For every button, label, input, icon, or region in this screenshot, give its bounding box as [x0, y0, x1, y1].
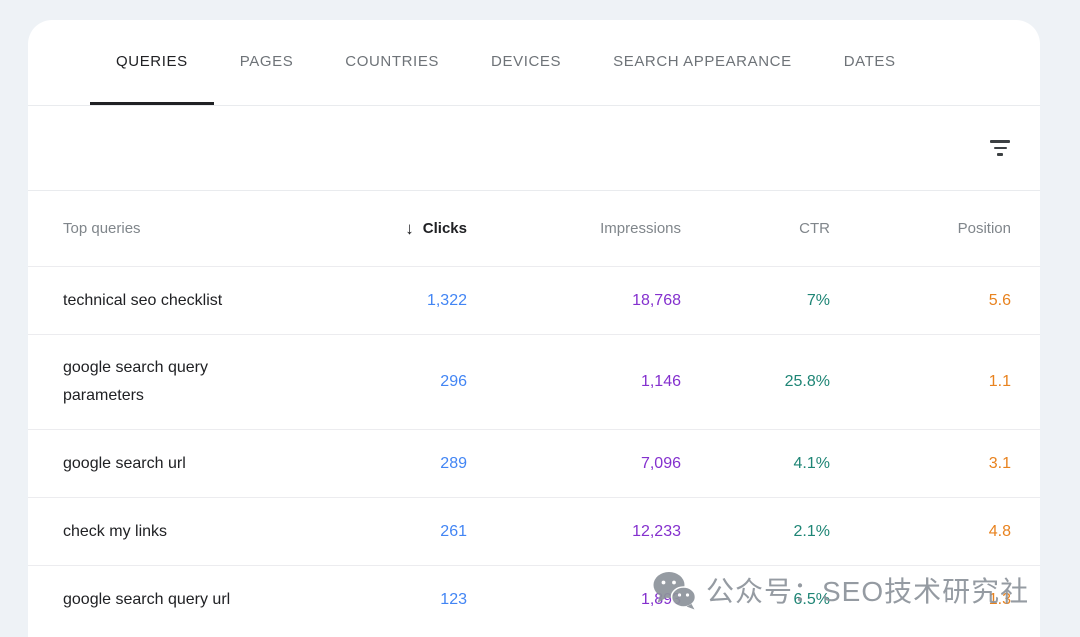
column-header-clicks[interactable]: ↓ Clicks — [317, 219, 467, 239]
column-header-impressions[interactable]: Impressions — [600, 220, 681, 237]
clicks-cell: 1,322 — [426, 291, 467, 309]
filter-icon[interactable] — [980, 128, 1020, 168]
clicks-cell: 261 — [440, 522, 467, 540]
position-cell: 3.1 — [988, 454, 1011, 472]
impressions-cell: 1,893 — [640, 590, 681, 608]
tab-dates[interactable]: DATES — [843, 52, 896, 70]
table-row[interactable]: technical seo checklist 1,322 18,768 7% … — [28, 266, 1040, 334]
tab-devices[interactable]: DEVICES — [491, 52, 562, 70]
ctr-cell: 2.1% — [793, 522, 830, 540]
table-row[interactable]: google search url 289 7,096 4.1% 3.1 — [28, 429, 1040, 497]
query-cell[interactable]: google search url — [63, 454, 186, 472]
query-cell[interactable]: google search query url — [63, 590, 231, 608]
impressions-cell: 1,146 — [640, 373, 681, 390]
dimension-tabs: QUERIES PAGES COUNTRIES DEVICES SEARCH A… — [28, 20, 1040, 106]
query-cell[interactable]: technical seo checklist — [63, 291, 223, 309]
position-cell: 4.8 — [988, 522, 1011, 540]
table-row[interactable]: google search query parameters 296 1,146… — [28, 334, 1040, 429]
ctr-cell: 25.8% — [784, 373, 830, 390]
position-cell: 5.6 — [988, 291, 1011, 309]
tab-countries[interactable]: COUNTRIES — [345, 52, 440, 70]
table-header-row: Top queries ↓ Clicks Impressions CTR Pos… — [28, 191, 1040, 266]
table-row[interactable]: check my links 261 12,233 2.1% 4.8 — [28, 497, 1040, 565]
column-header-top-queries[interactable]: Top queries — [63, 220, 141, 237]
position-cell: 1.3 — [988, 590, 1011, 608]
sort-desc-arrow-icon: ↓ — [405, 218, 414, 238]
ctr-cell: 7% — [806, 291, 830, 309]
table-row[interactable]: google search query url 123 1,893 6.5% 1… — [28, 565, 1040, 633]
clicks-cell: 296 — [440, 373, 467, 390]
clicks-cell: 123 — [440, 590, 467, 608]
tab-queries[interactable]: QUERIES — [90, 20, 214, 105]
position-cell: 1.1 — [988, 373, 1011, 390]
column-header-ctr[interactable]: CTR — [799, 220, 830, 237]
column-header-clicks-label: Clicks — [422, 220, 467, 237]
impressions-cell: 18,768 — [632, 291, 681, 309]
tab-search-appearance[interactable]: SEARCH APPEARANCE — [613, 52, 792, 70]
performance-report-card: QUERIES PAGES COUNTRIES DEVICES SEARCH A… — [28, 20, 1040, 637]
ctr-cell: 4.1% — [793, 454, 830, 472]
impressions-cell: 12,233 — [632, 522, 681, 540]
tab-pages[interactable]: PAGES — [239, 52, 294, 70]
query-cell[interactable]: google search query parameters — [63, 359, 208, 404]
query-cell[interactable]: check my links — [63, 522, 168, 540]
column-header-position[interactable]: Position — [957, 220, 1011, 237]
clicks-cell: 289 — [440, 454, 467, 472]
table-toolbar — [28, 106, 1040, 191]
impressions-cell: 7,096 — [640, 454, 681, 472]
ctr-cell: 6.5% — [793, 590, 830, 608]
